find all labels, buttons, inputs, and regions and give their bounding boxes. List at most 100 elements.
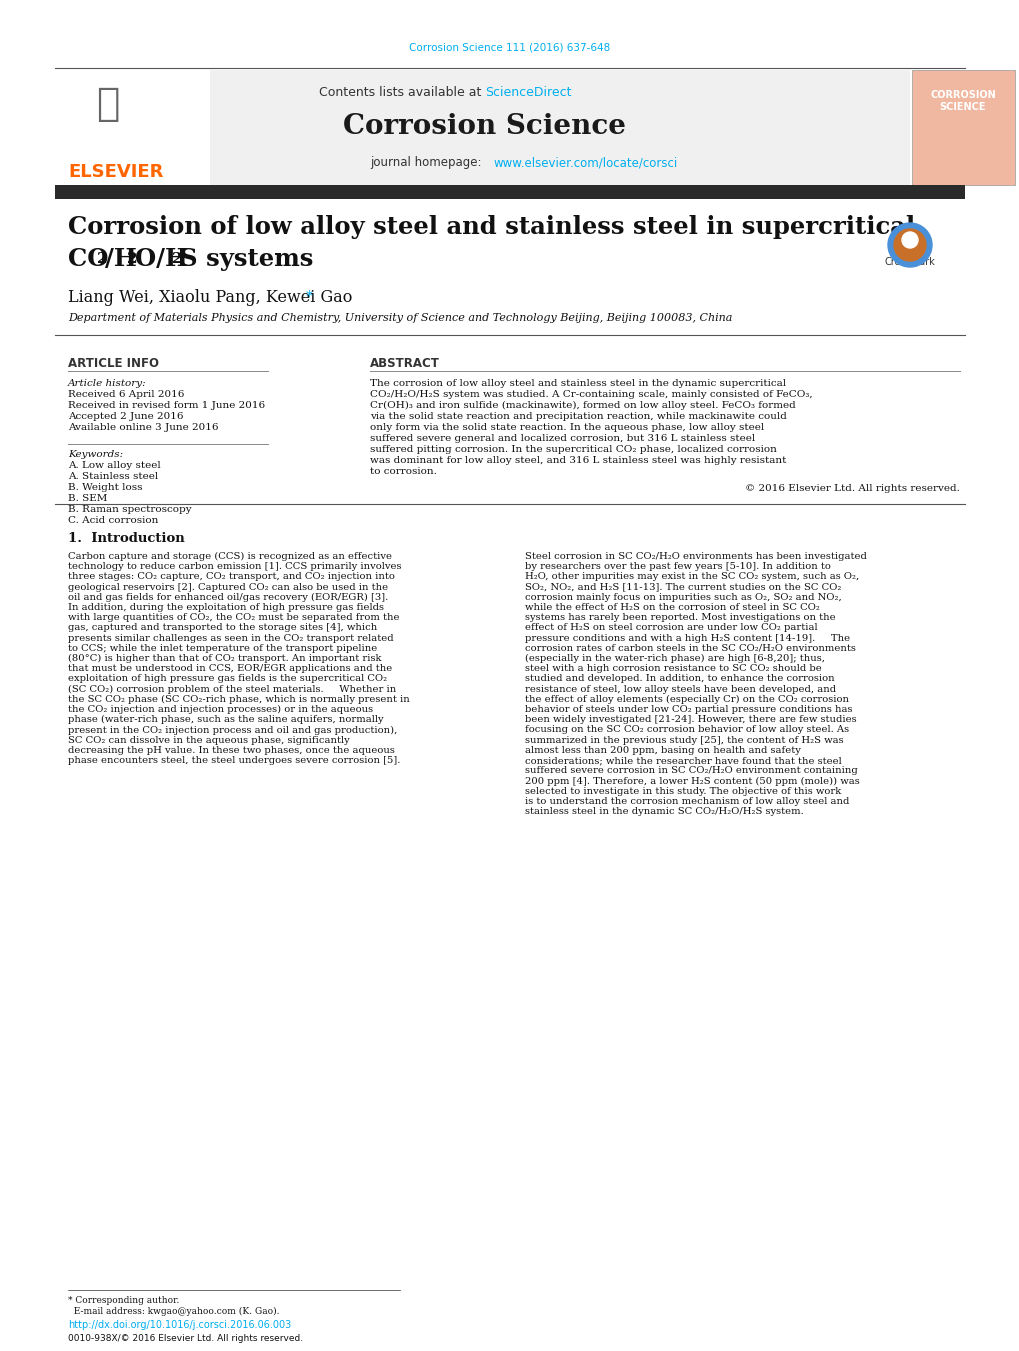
Text: is to understand the corrosion mechanism of low alloy steel and: is to understand the corrosion mechanism… — [525, 797, 849, 805]
Text: systems has rarely been reported. Most investigations on the: systems has rarely been reported. Most i… — [525, 613, 835, 623]
Text: Available online 3 June 2016: Available online 3 June 2016 — [68, 423, 218, 432]
Circle shape — [888, 223, 931, 267]
Text: ScienceDirect: ScienceDirect — [484, 86, 571, 99]
Text: been widely investigated [21-24]. However, there are few studies: been widely investigated [21-24]. Howeve… — [525, 715, 856, 724]
Text: technology to reduce carbon emission [1]. CCS primarily involves: technology to reduce carbon emission [1]… — [68, 562, 401, 571]
Text: /H: /H — [105, 247, 137, 272]
Text: www.elsevier.com/locate/corsci: www.elsevier.com/locate/corsci — [493, 155, 678, 169]
Text: was dominant for low alloy steel, and 316 L stainless steel was highly resistant: was dominant for low alloy steel, and 31… — [370, 457, 786, 465]
Text: (especially in the water-rich phase) are high [6-8,20]; thus,: (especially in the water-rich phase) are… — [525, 654, 824, 663]
Text: In addition, during the exploitation of high pressure gas fields: In addition, during the exploitation of … — [68, 603, 383, 612]
Text: A. Stainless steel: A. Stainless steel — [68, 471, 158, 481]
Text: The corrosion of low alloy steel and stainless steel in the dynamic supercritica: The corrosion of low alloy steel and sta… — [370, 380, 786, 388]
Text: B. SEM: B. SEM — [68, 494, 107, 503]
Text: *: * — [306, 289, 313, 303]
Text: 200 ppm [4]. Therefore, a lower H₂S content (50 ppm (mole)) was: 200 ppm [4]. Therefore, a lower H₂S cont… — [525, 777, 859, 785]
Text: to corrosion.: to corrosion. — [370, 467, 436, 476]
Text: Received 6 April 2016: Received 6 April 2016 — [68, 390, 184, 399]
Text: corrosion rates of carbon steels in the SC CO₂/H₂O environments: corrosion rates of carbon steels in the … — [525, 644, 855, 653]
Circle shape — [893, 230, 925, 261]
Text: 1.  Introduction: 1. Introduction — [68, 532, 184, 544]
Text: C. Acid corrosion: C. Acid corrosion — [68, 516, 158, 526]
Text: stainless steel in the dynamic SC CO₂/H₂O/H₂S system.: stainless steel in the dynamic SC CO₂/H₂… — [525, 807, 803, 816]
Text: 0010-938X/© 2016 Elsevier Ltd. All rights reserved.: 0010-938X/© 2016 Elsevier Ltd. All right… — [68, 1333, 303, 1343]
Text: (SC CO₂) corrosion problem of the steel materials.     Whether in: (SC CO₂) corrosion problem of the steel … — [68, 685, 395, 693]
Text: Carbon capture and storage (CCS) is recognized as an effective: Carbon capture and storage (CCS) is reco… — [68, 553, 391, 561]
Text: suffered severe general and localized corrosion, but 316 L stainless steel: suffered severe general and localized co… — [370, 434, 754, 443]
FancyBboxPatch shape — [55, 70, 909, 185]
Text: phase (water-rich phase, such as the saline aquifers, normally: phase (water-rich phase, such as the sal… — [68, 715, 383, 724]
Text: Department of Materials Physics and Chemistry, University of Science and Technol: Department of Materials Physics and Chem… — [68, 313, 732, 323]
Text: (80°C) is higher than that of CO₂ transport. An important risk: (80°C) is higher than that of CO₂ transp… — [68, 654, 381, 663]
Text: suffered severe corrosion in SC CO₂/H₂O environment containing: suffered severe corrosion in SC CO₂/H₂O … — [525, 766, 857, 775]
Text: 🌳: 🌳 — [96, 85, 119, 123]
Text: considerations; while the researcher have found that the steel: considerations; while the researcher hav… — [525, 757, 841, 765]
Text: ARTICLE INFO: ARTICLE INFO — [68, 357, 159, 370]
Text: © 2016 Elsevier Ltd. All rights reserved.: © 2016 Elsevier Ltd. All rights reserved… — [745, 484, 959, 493]
FancyBboxPatch shape — [55, 185, 964, 199]
Text: focusing on the SC CO₂ corrosion behavior of low alloy steel. As: focusing on the SC CO₂ corrosion behavio… — [525, 725, 848, 735]
Text: Corrosion Science 111 (2016) 637-648: Corrosion Science 111 (2016) 637-648 — [409, 42, 610, 51]
Text: S systems: S systems — [179, 247, 313, 272]
Text: the SC CO₂ phase (SC CO₂-rich phase, which is normally present in: the SC CO₂ phase (SC CO₂-rich phase, whi… — [68, 694, 410, 704]
Text: while the effect of H₂S on the corrosion of steel in SC CO₂: while the effect of H₂S on the corrosion… — [525, 603, 819, 612]
Text: 2: 2 — [127, 253, 138, 266]
Text: gas, captured and transported to the storage sites [4], which: gas, captured and transported to the sto… — [68, 623, 377, 632]
Text: behavior of steels under low CO₂ partial pressure conditions has: behavior of steels under low CO₂ partial… — [525, 705, 852, 713]
Text: phase encounters steel, the steel undergoes severe corrosion [5].: phase encounters steel, the steel underg… — [68, 757, 400, 765]
Text: 2: 2 — [97, 253, 107, 266]
Text: B. Weight loss: B. Weight loss — [68, 484, 143, 492]
Text: to CCS; while the inlet temperature of the transport pipeline: to CCS; while the inlet temperature of t… — [68, 644, 377, 653]
Text: H₂O, other impurities may exist in the SC CO₂ system, such as O₂,: H₂O, other impurities may exist in the S… — [525, 573, 858, 581]
Text: SC CO₂ can dissolve in the aqueous phase, significantly: SC CO₂ can dissolve in the aqueous phase… — [68, 735, 350, 744]
Text: with large quantities of CO₂, the CO₂ must be separated from the: with large quantities of CO₂, the CO₂ mu… — [68, 613, 399, 623]
Text: studied and developed. In addition, to enhance the corrosion: studied and developed. In addition, to e… — [525, 674, 834, 684]
Text: CO₂/H₂O/H₂S system was studied. A Cr-containing scale, mainly consisted of FeCO₃: CO₂/H₂O/H₂S system was studied. A Cr-con… — [370, 390, 812, 399]
Text: ABSTRACT: ABSTRACT — [370, 357, 439, 370]
Text: ELSEVIER: ELSEVIER — [68, 163, 163, 181]
Text: * Corresponding author.
  E-mail address: kwgao@yahoo.com (K. Gao).: * Corresponding author. E-mail address: … — [68, 1296, 279, 1316]
Text: Article history:: Article history: — [68, 380, 147, 388]
Text: CORROSION
SCIENCE: CORROSION SCIENCE — [929, 91, 995, 112]
Text: O/H: O/H — [135, 247, 187, 272]
Text: CrossMark: CrossMark — [883, 257, 934, 267]
Text: suffered pitting corrosion. In the supercritical CO₂ phase, localized corrosion: suffered pitting corrosion. In the super… — [370, 444, 776, 454]
Text: summarized in the previous study [25], the content of H₂S was: summarized in the previous study [25], t… — [525, 735, 843, 744]
Text: steel with a high corrosion resistance to SC CO₂ should be: steel with a high corrosion resistance t… — [525, 665, 821, 673]
Text: the CO₂ injection and injection processes) or in the aqueous: the CO₂ injection and injection processe… — [68, 705, 373, 715]
Text: Cr(OH)₃ and iron sulfide (mackinawite), formed on low alloy steel. FeCO₃ formed: Cr(OH)₃ and iron sulfide (mackinawite), … — [370, 401, 795, 411]
FancyBboxPatch shape — [55, 70, 210, 185]
Circle shape — [901, 232, 917, 249]
Text: by researchers over the past few years [5-10]. In addition to: by researchers over the past few years [… — [525, 562, 830, 571]
Text: journal homepage:: journal homepage: — [370, 155, 485, 169]
Text: exploitation of high pressure gas fields is the supercritical CO₂: exploitation of high pressure gas fields… — [68, 674, 387, 684]
Text: Contents lists available at: Contents lists available at — [318, 86, 484, 99]
Text: Keywords:: Keywords: — [68, 450, 123, 459]
Text: Accepted 2 June 2016: Accepted 2 June 2016 — [68, 412, 183, 422]
Text: pressure conditions and with a high H₂S content [14-19].     The: pressure conditions and with a high H₂S … — [525, 634, 849, 643]
FancyBboxPatch shape — [911, 70, 1014, 185]
Text: B. Raman spectroscopy: B. Raman spectroscopy — [68, 505, 192, 513]
Text: corrosion mainly focus on impurities such as O₂, SO₂ and NO₂,: corrosion mainly focus on impurities suc… — [525, 593, 841, 601]
Text: oil and gas fields for enhanced oil/gas recovery (EOR/EGR) [3].: oil and gas fields for enhanced oil/gas … — [68, 593, 388, 603]
Text: decreasing the pH value. In these two phases, once the aqueous: decreasing the pH value. In these two ph… — [68, 746, 394, 755]
Text: resistance of steel, low alloy steels have been developed, and: resistance of steel, low alloy steels ha… — [525, 685, 836, 693]
Text: almost less than 200 ppm, basing on health and safety: almost less than 200 ppm, basing on heal… — [525, 746, 800, 755]
Text: via the solid state reaction and precipitation reaction, while mackinawite could: via the solid state reaction and precipi… — [370, 412, 786, 422]
Text: CO: CO — [68, 247, 108, 272]
Text: Liang Wei, Xiaolu Pang, Kewei Gao: Liang Wei, Xiaolu Pang, Kewei Gao — [68, 289, 352, 305]
Text: Steel corrosion in SC CO₂/H₂O environments has been investigated: Steel corrosion in SC CO₂/H₂O environmen… — [525, 553, 866, 561]
Text: Corrosion of low alloy steel and stainless steel in supercritical: Corrosion of low alloy steel and stainle… — [68, 215, 914, 239]
Text: 2: 2 — [172, 253, 182, 266]
Text: present in the CO₂ injection process and oil and gas production),: present in the CO₂ injection process and… — [68, 725, 397, 735]
Text: only form via the solid state reaction. In the aqueous phase, low alloy steel: only form via the solid state reaction. … — [370, 423, 763, 432]
Text: selected to investigate in this study. The objective of this work: selected to investigate in this study. T… — [525, 786, 841, 796]
Text: http://dx.doi.org/10.1016/j.corsci.2016.06.003: http://dx.doi.org/10.1016/j.corsci.2016.… — [68, 1320, 291, 1329]
Text: Received in revised form 1 June 2016: Received in revised form 1 June 2016 — [68, 401, 265, 409]
Text: effect of H₂S on steel corrosion are under low CO₂ partial: effect of H₂S on steel corrosion are und… — [525, 623, 817, 632]
Text: three stages: CO₂ capture, CO₂ transport, and CO₂ injection into: three stages: CO₂ capture, CO₂ transport… — [68, 573, 394, 581]
Text: A. Low alloy steel: A. Low alloy steel — [68, 461, 161, 470]
Text: SO₂, NO₂, and H₂S [11-13]. The current studies on the SC CO₂: SO₂, NO₂, and H₂S [11-13]. The current s… — [525, 582, 841, 592]
Text: the effect of alloy elements (especially Cr) on the CO₂ corrosion: the effect of alloy elements (especially… — [525, 694, 848, 704]
Text: geological reservoirs [2]. Captured CO₂ can also be used in the: geological reservoirs [2]. Captured CO₂ … — [68, 582, 388, 592]
